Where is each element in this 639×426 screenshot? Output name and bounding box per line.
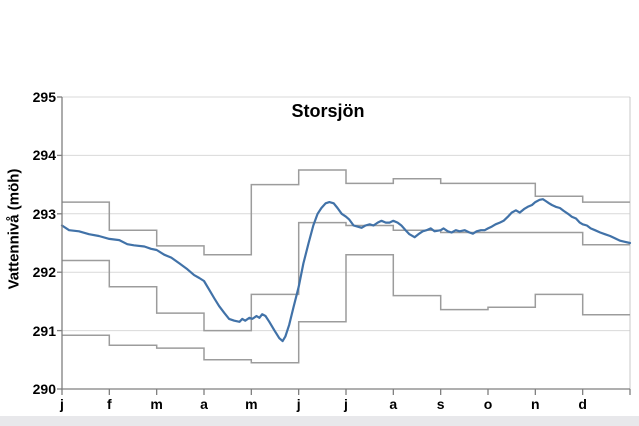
water-level-path — [60, 198, 632, 343]
y-tick-label-291: 291 — [32, 322, 56, 339]
y-tick-label-292: 292 — [32, 264, 56, 281]
y-tick-label-295: 295 — [32, 89, 56, 105]
page-footer-strip — [0, 416, 639, 426]
lower-limit-line-path — [62, 253, 630, 364]
chart-title: Storsjön — [291, 101, 365, 121]
upper-limit-line-path — [62, 169, 630, 256]
plot-area — [57, 96, 632, 395]
x-month-label-4: a — [200, 396, 208, 412]
x-month-label-9: s — [436, 396, 445, 412]
x-month-label-11: n — [531, 396, 540, 412]
x-month-label-3: m — [150, 396, 163, 412]
x-month-label-8: a — [389, 396, 398, 412]
x-month-label-10: o — [483, 396, 493, 412]
y-axis-title: Vattennivå (möh) — [5, 168, 23, 290]
x-month-label-2: f — [106, 396, 112, 412]
x-month-label-7: j — [344, 396, 348, 412]
x-month-label-5: m — [245, 396, 258, 412]
middle-reference-line-path — [62, 221, 630, 332]
y-tick-label-290: 290 — [32, 381, 56, 397]
y-tick-label-294: 294 — [32, 147, 56, 164]
x-month-label-6: j — [296, 396, 301, 412]
x-month-label-1: j — [60, 396, 64, 412]
x-month-label-12: d — [578, 396, 587, 412]
y-tick-label-293: 293 — [32, 205, 56, 222]
